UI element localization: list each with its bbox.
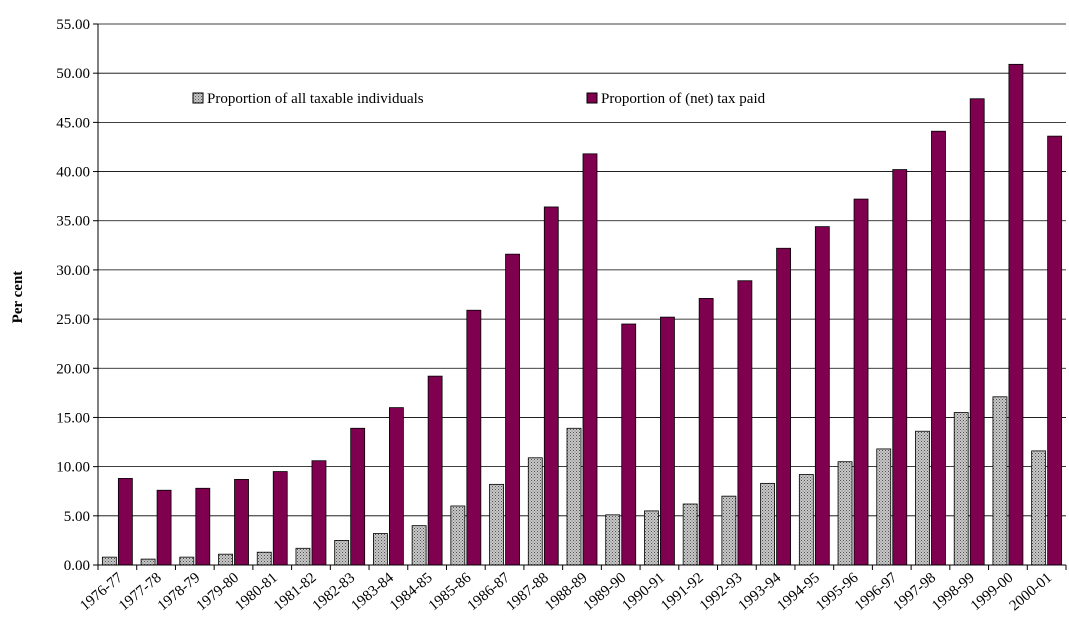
bar-taxable-individuals — [798, 474, 814, 566]
x-tick-label: 1986-87 — [465, 569, 514, 614]
x-tick-label: 1983-84 — [348, 569, 397, 614]
bar-taxable-individuals — [411, 525, 427, 566]
bar-taxable-individuals — [256, 551, 272, 566]
y-axis-title: Per cent — [10, 271, 26, 324]
bar-net-tax-paid — [814, 226, 830, 566]
bar-taxable-individuals — [334, 540, 350, 566]
bar-net-tax-paid — [1008, 63, 1024, 566]
x-tick-label: 1982-83 — [310, 570, 359, 614]
bar-net-tax-paid — [505, 253, 520, 566]
bar-taxable-individuals — [489, 483, 504, 566]
x-tick-label: 1981-82 — [271, 570, 320, 614]
y-tick-label: 15.00 — [56, 410, 90, 426]
x-tick-label: 1996-97 — [852, 569, 901, 614]
bar-taxable-individuals — [140, 558, 156, 566]
x-tick-label: 1997-98 — [890, 570, 939, 614]
gridlines — [98, 23, 1066, 517]
bar-taxable-individuals — [527, 457, 543, 566]
bar-net-tax-paid — [117, 478, 133, 566]
bar-net-tax-paid — [195, 487, 211, 566]
x-tick-label: 1991-92 — [658, 570, 707, 614]
legend-swatch-net-tax-paid — [586, 92, 598, 104]
bar-taxable-individuals — [682, 503, 698, 566]
x-tick-label: 1990-91 — [619, 570, 668, 614]
bar-taxable-individuals — [644, 510, 659, 566]
bar-net-tax-paid — [931, 130, 946, 566]
bar-net-tax-paid — [156, 489, 172, 566]
bar-taxable-individuals — [605, 514, 621, 566]
bar-net-tax-paid — [582, 153, 598, 566]
bar-net-tax-paid — [311, 460, 327, 566]
x-tick-label: 1976-77 — [77, 569, 126, 614]
bar-taxable-individuals — [566, 427, 582, 566]
bar-taxable-individuals — [101, 556, 117, 566]
x-tick-label: 1994-95 — [774, 570, 823, 614]
bar-net-tax-paid — [234, 479, 249, 566]
bar-net-tax-paid — [892, 169, 908, 566]
x-tick-label: 1978-79 — [155, 570, 204, 614]
y-tick-label: 45.00 — [56, 115, 90, 131]
bar-net-tax-paid — [660, 316, 675, 566]
y-tick-label: 40.00 — [56, 165, 90, 181]
y-tick-label: 25.00 — [56, 312, 90, 328]
bars — [101, 63, 1063, 566]
x-tick-label: 1989-90 — [581, 570, 630, 614]
bar-taxable-individuals — [179, 556, 195, 566]
legend-swatch-taxable-individuals — [192, 92, 204, 104]
bar-net-tax-paid — [1047, 135, 1063, 566]
bar-net-tax-paid — [969, 98, 985, 566]
x-tick-label: 1980-81 — [232, 570, 281, 614]
bar-taxable-individuals — [450, 505, 466, 566]
bar-net-tax-paid — [621, 323, 637, 566]
y-tick-label: 55.00 — [56, 17, 90, 33]
y-tick-label: 50.00 — [56, 66, 90, 82]
bar-taxable-individuals — [953, 412, 969, 566]
legend-label-taxable-individuals: Proportion of all taxable individuals — [207, 91, 424, 107]
y-tick-label: 20.00 — [56, 361, 90, 377]
x-tick-label: 1977-78 — [116, 570, 165, 614]
y-tick-label: 35.00 — [56, 214, 90, 230]
bar-net-tax-paid — [466, 309, 482, 566]
bar-taxable-individuals — [1031, 450, 1047, 566]
x-tick-label: 1999-00 — [968, 570, 1017, 614]
x-tick-label: 1987-88 — [503, 570, 552, 614]
x-tick-label: 1993-94 — [736, 569, 785, 614]
y-tick-label: 30.00 — [56, 263, 90, 279]
x-tick-label: 1985-86 — [426, 569, 475, 614]
x-tick-label: 1995-96 — [813, 569, 862, 614]
bar-net-tax-paid — [737, 280, 753, 566]
x-tick-label: 1998-99 — [929, 570, 978, 614]
y-tick-label: 0.00 — [64, 558, 90, 574]
x-tick-label: 2000-01 — [1007, 570, 1056, 614]
bar-net-tax-paid — [350, 427, 366, 566]
x-tick-label: 1992-93 — [697, 570, 746, 614]
y-tick-label: 10.00 — [56, 460, 90, 476]
bar-taxable-individuals — [992, 396, 1008, 566]
bar-net-tax-paid — [698, 298, 714, 566]
x-tick-label: 1984-85 — [387, 570, 436, 614]
bar-taxable-individuals — [295, 547, 311, 566]
bar-net-tax-paid — [427, 375, 443, 566]
bar-net-tax-paid — [543, 206, 559, 566]
y-axis-ticks: 0.00 5.00 10.00 15.00 20.00 25.00 30.00 35.00 40… — [56, 17, 98, 574]
bar-taxable-individuals — [760, 482, 775, 566]
bar-taxable-individuals — [837, 461, 853, 566]
bar-net-tax-paid — [853, 198, 869, 566]
bar-net-tax-paid — [272, 471, 288, 566]
legend: Proportion of all taxable individuals Pr… — [192, 91, 766, 107]
x-axis-ticks: 1976-771977-781978-791979-801980-811981-… — [77, 565, 1067, 614]
legend-label-net-tax-paid: Proportion of (net) tax paid — [601, 91, 766, 107]
bar-net-tax-paid — [776, 247, 791, 566]
bar-taxable-individuals — [876, 448, 892, 566]
bar-taxable-individuals — [372, 533, 388, 566]
bar-taxable-individuals — [218, 553, 233, 566]
x-tick-label: 1988-89 — [542, 570, 591, 614]
bar-net-tax-paid — [388, 407, 404, 566]
bar-taxable-individuals — [721, 495, 737, 566]
x-tick-label: 1979-80 — [194, 570, 243, 614]
bar-taxable-individuals — [915, 430, 930, 566]
y-tick-label: 5.00 — [64, 509, 90, 525]
